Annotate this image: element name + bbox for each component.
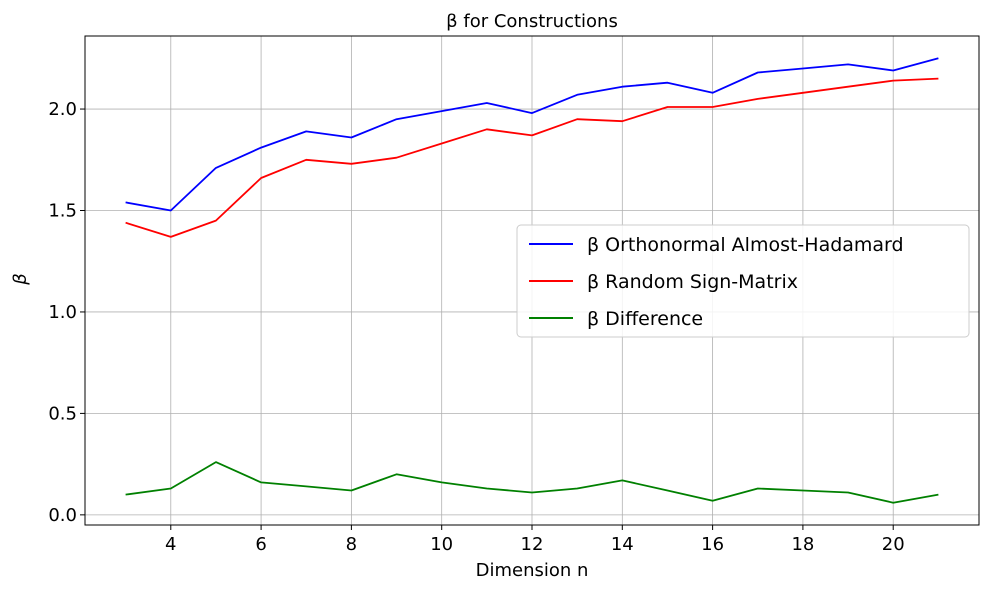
legend-label: β Orthonormal Almost-Hadamard [587, 234, 904, 256]
axis-ticks: 4 6 8 10 12 14 16 18 20 0.0 0.5 1.0 1.5 2.0 [48, 99, 904, 555]
x-tick-label: 14 [611, 534, 634, 555]
y-tick-label: 1.0 [48, 302, 77, 323]
legend-label: β Random Sign-Matrix [587, 271, 798, 293]
series-lines [125, 57, 939, 504]
x-tick-label: 20 [882, 534, 905, 555]
chart-title: β for Constructions [446, 11, 618, 32]
y-tick-label: 1.5 [48, 200, 77, 221]
legend: β Orthonormal Almost-Hadamard β Random Si… [516, 224, 970, 338]
x-tick-label: 16 [701, 534, 724, 555]
series-line-1 [125, 77, 939, 238]
y-tick-label: 2.0 [48, 99, 77, 120]
x-tick-label: 6 [255, 534, 266, 555]
x-axis-label: Dimension n [476, 560, 589, 581]
x-tick-label: 12 [521, 534, 544, 555]
x-tick-label: 18 [791, 534, 814, 555]
legend-box [516, 224, 970, 338]
x-tick-label: 10 [430, 534, 453, 555]
x-tick-label: 8 [346, 534, 357, 555]
series-line-2 [125, 461, 939, 504]
y-axis-label: β [10, 273, 31, 286]
x-tick-label: 4 [165, 534, 176, 555]
legend-label: β Difference [587, 308, 703, 330]
y-tick-label: 0.0 [48, 505, 77, 526]
y-tick-label: 0.5 [48, 403, 77, 424]
series-line-0 [125, 57, 939, 212]
